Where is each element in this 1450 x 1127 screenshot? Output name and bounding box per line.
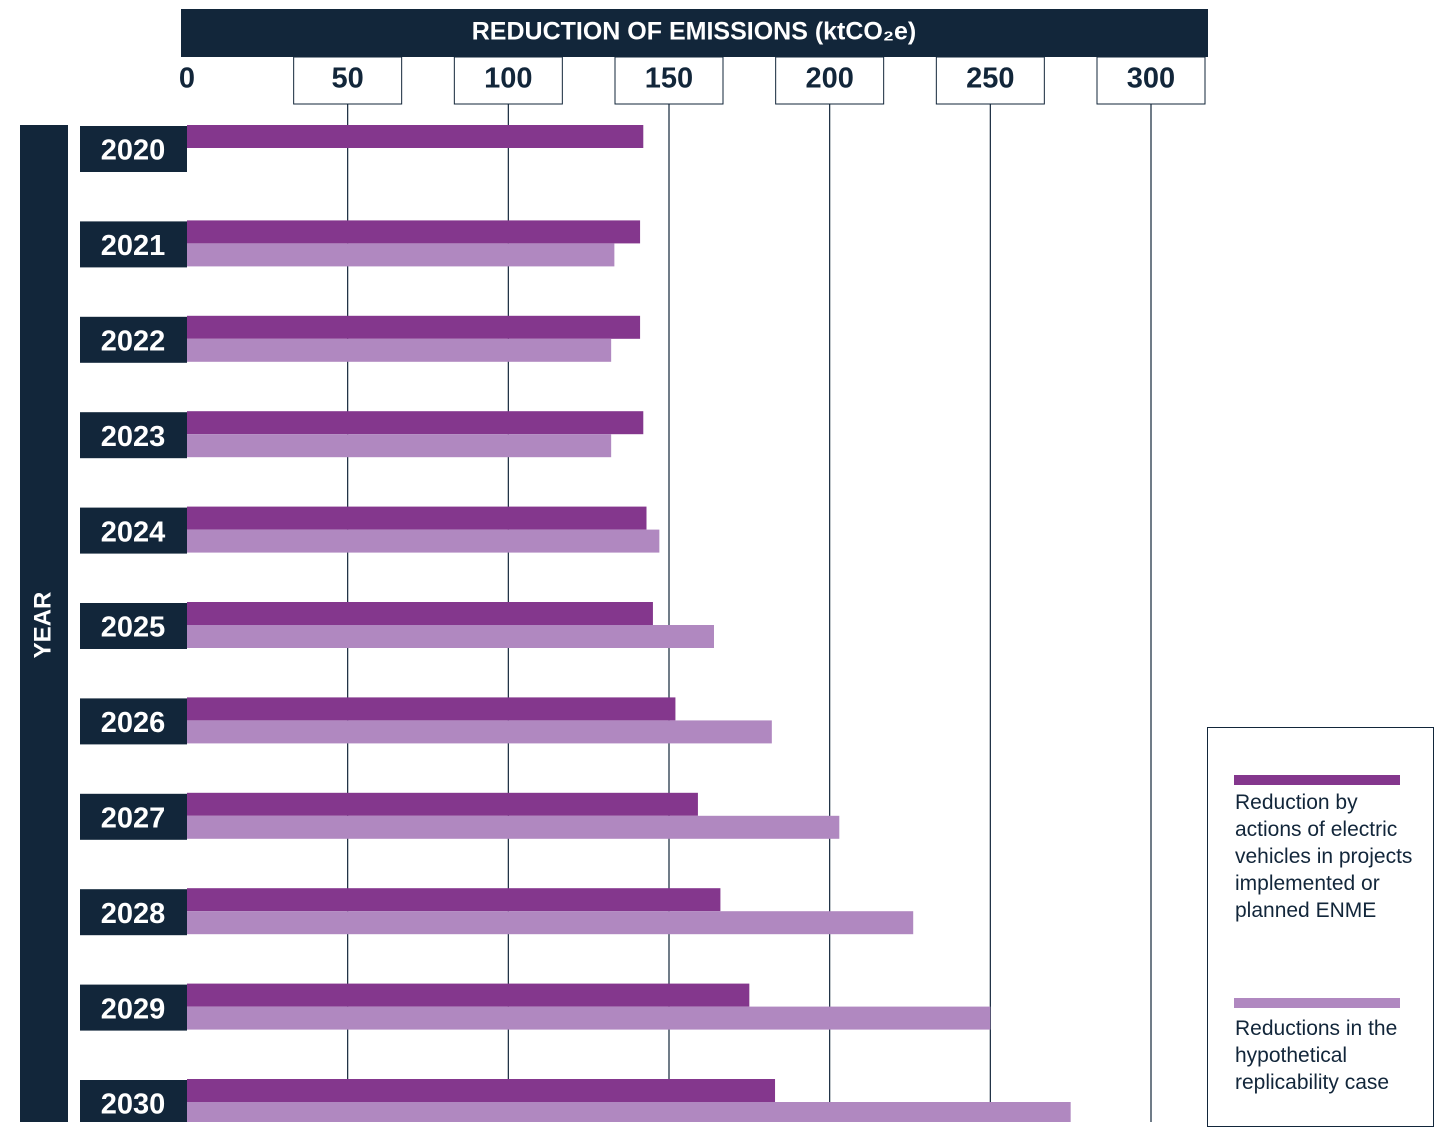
y-tick-label: 2028 — [101, 898, 166, 930]
x-tick-label: 100 — [484, 63, 532, 95]
title-bar — [181, 9, 1208, 57]
x-tick-label: 150 — [645, 63, 693, 95]
bar — [187, 888, 721, 912]
legend-label: Reduction by actions of electric vehicle… — [1235, 791, 1413, 922]
bar — [187, 315, 641, 339]
bar — [187, 506, 647, 530]
bar — [187, 1006, 991, 1030]
bar — [187, 697, 676, 721]
bar — [187, 1079, 776, 1102]
category-box — [80, 221, 187, 268]
category-box — [80, 1080, 187, 1122]
bar — [187, 220, 641, 244]
category-box — [80, 793, 187, 840]
legend-swatch — [1234, 998, 1400, 1008]
bar — [187, 1102, 1071, 1122]
bar — [187, 125, 644, 148]
x-tick-box — [775, 56, 885, 105]
y-tick-label: 2027 — [101, 802, 166, 834]
y-tick-label: 2030 — [101, 1089, 166, 1121]
y-tick-label: 2024 — [101, 516, 166, 548]
bar — [187, 983, 750, 1007]
x-tick-box — [1096, 56, 1206, 105]
y-axis-label: YEAR — [29, 592, 56, 659]
x-tick-label: 250 — [966, 63, 1014, 95]
y-tick-label: 2023 — [101, 421, 166, 453]
x-tick-label: 300 — [1127, 63, 1175, 95]
y-tick-label: 2029 — [101, 993, 166, 1025]
legend: Reduction by actions of electric vehicle… — [1207, 727, 1434, 1127]
category-box — [80, 316, 187, 363]
x-tick-label: 50 — [332, 63, 364, 95]
x-tick-box — [614, 56, 724, 105]
bar — [187, 338, 612, 362]
bar — [187, 815, 840, 839]
x-tick-box — [293, 56, 403, 105]
category-box — [80, 126, 187, 172]
category-box — [80, 889, 187, 936]
bar — [187, 792, 698, 816]
bar — [187, 243, 615, 267]
chart-title: REDUCTION OF EMISSIONS (ktCO₂e) — [472, 18, 916, 46]
category-box — [80, 507, 187, 554]
category-box — [80, 984, 187, 1031]
bar — [187, 602, 653, 625]
bar — [187, 411, 644, 435]
y-tick-label: 2025 — [101, 612, 166, 644]
y-axis-bar — [20, 125, 68, 1122]
category-box — [80, 412, 187, 459]
bar — [187, 911, 914, 935]
legend-swatch — [1234, 775, 1400, 785]
y-tick-label: 2026 — [101, 707, 166, 739]
x-tick-label: 0 — [179, 63, 195, 95]
legend-label: Reductions in the hypothetical replicabi… — [1235, 1017, 1398, 1094]
y-tick-label: 2020 — [101, 135, 166, 167]
bar — [187, 434, 612, 458]
bar — [187, 625, 714, 648]
bar — [187, 529, 660, 553]
category-box — [80, 698, 187, 745]
y-tick-label: 2021 — [101, 230, 166, 262]
x-tick-label: 200 — [805, 63, 853, 95]
y-tick-label: 2022 — [101, 325, 166, 357]
x-tick-box — [935, 56, 1045, 105]
bar — [187, 720, 772, 744]
category-box — [80, 603, 187, 649]
